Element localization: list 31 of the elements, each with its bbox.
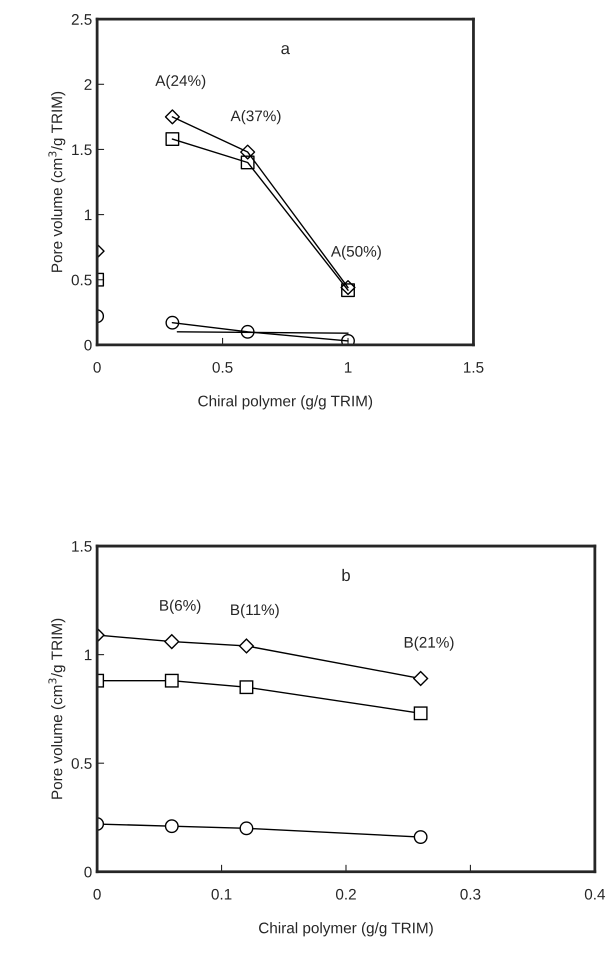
x-tick-label: 1.5 (464, 362, 484, 373)
annotation: A(37%) (230, 110, 281, 124)
annotation: B(11%) (231, 604, 279, 618)
annotation: B(6%) (160, 600, 200, 614)
x-tick-label: 0.4 (584, 888, 606, 900)
y-tick-label: 0 (84, 340, 92, 351)
x-tick-label: 0.3 (460, 888, 480, 900)
x-tick-label: 0.5 (212, 362, 233, 373)
y-tick-label: 2 (84, 79, 92, 90)
x-tick-label: 0 (93, 362, 101, 373)
y-tick-label: 1.5 (72, 541, 92, 552)
annotation: b (342, 568, 350, 582)
x-tick-label: 0.2 (336, 888, 356, 900)
x-tick-label: 1 (344, 362, 352, 373)
x-axis-title: Chiral polymer (g/g TRIM) (198, 395, 372, 410)
y-tick-label: 0 (84, 866, 92, 878)
annotation: A(50%) (330, 246, 381, 260)
y-axis-title: Pore volume (cm$^{3}$/g TRIM) (48, 92, 66, 272)
y-tick-label: 0.5 (72, 274, 92, 286)
x-tick-label: 0.1 (212, 888, 232, 900)
x-axis-title: Chiral polymer (g/g TRIM) (259, 922, 433, 936)
x-tick-label: 0 (93, 888, 101, 900)
y-tick-label: 1 (84, 210, 92, 220)
annotation: a (281, 45, 290, 54)
annotation: B(21%) (404, 636, 454, 651)
y-tick-label: 1 (84, 650, 92, 660)
y-tick-label: 0.5 (72, 758, 92, 769)
y-tick-label: 1.5 (72, 144, 92, 156)
y-axis-title: Pore volume (cm$^{3}$/g TRIM) (48, 618, 66, 799)
y-tick-label: 2.5 (72, 14, 92, 25)
annotation: A(24%) (155, 74, 206, 90)
